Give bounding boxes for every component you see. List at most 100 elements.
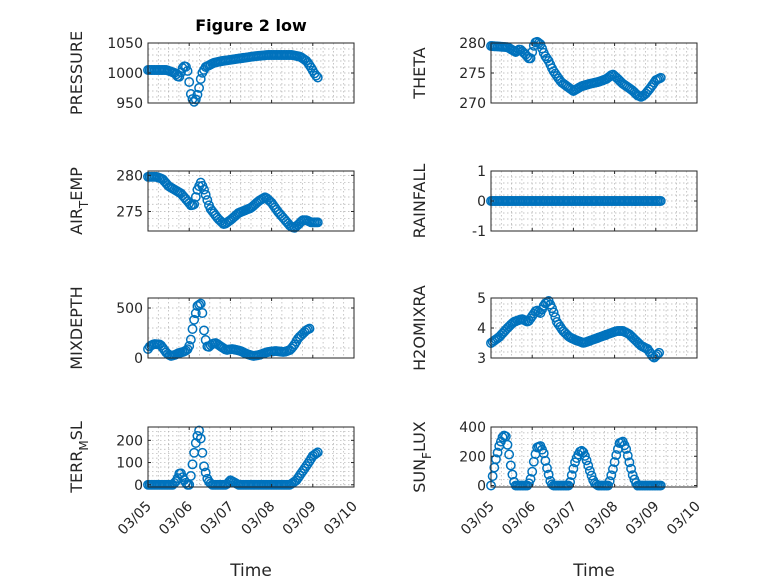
sun_flux-data-point [579, 450, 590, 461]
pressure-data-point [194, 82, 205, 93]
terr_msl-ytick-label: 100 [116, 456, 143, 472]
mixdepth-data-point [190, 308, 201, 319]
sun_flux-data-point [604, 476, 615, 487]
h2omixra-ytick-label: 5 [477, 291, 486, 307]
air_temp-ytick-label: 275 [116, 204, 143, 220]
h2omixra-data-point [528, 308, 539, 319]
terr_msl-data-point [199, 461, 209, 472]
theta-data-point [655, 72, 666, 83]
theta-data-point [525, 53, 536, 64]
mixdepth-data-point [304, 323, 315, 334]
sun_flux-data-point [606, 470, 617, 481]
theta-data-point [517, 46, 528, 57]
sun_flux-data-point [584, 465, 595, 476]
terr_msl-data-point [312, 447, 323, 458]
air_temp-data-point [200, 189, 211, 200]
theta-ytick-label: 270 [459, 96, 486, 112]
mixdepth-data-point [189, 314, 200, 325]
terr_msl-data-point [302, 458, 313, 469]
mixdepth-data-point [194, 299, 205, 310]
h2omixra-data-point [652, 349, 663, 360]
terr_msl-ytick-label: 0 [134, 478, 143, 494]
pressure-ytick-label: 950 [116, 96, 143, 112]
terr_msl-data-point [301, 461, 312, 472]
sun_flux-data-point [507, 469, 518, 480]
sun_flux-data-point [624, 457, 635, 468]
terr_msl-axes-box [147, 426, 355, 488]
sun_flux-data-point [609, 457, 620, 468]
terr_msl-data-point [184, 479, 195, 490]
h2omixra-data-point [548, 307, 559, 318]
pressure-data-point [302, 57, 313, 68]
theta-data-point [527, 47, 538, 57]
terr_msl-data-point [185, 470, 196, 481]
theta-y-axis-label: THETA [410, 47, 429, 99]
sun_flux-data-point [603, 480, 613, 491]
mixdepth-data-point [185, 334, 196, 345]
sun_flux-plot-area [491, 427, 697, 487]
h2omixra-ytick-label: 4 [477, 321, 486, 337]
panel-theta: 270 275 280 THETA [410, 36, 698, 112]
sun_flux-data-point [542, 463, 552, 474]
h2omixra-y-axis-label: H2OMIXRA [410, 285, 429, 371]
sun_flux-data-point [525, 474, 536, 484]
mixdepth-data-point [199, 325, 209, 336]
sun_flux-data-point [576, 445, 587, 456]
air_temp-ytick-label: 280 [116, 168, 143, 184]
theta-data-point [535, 39, 546, 50]
h2omixra-ytick-label: 3 [477, 351, 486, 367]
pressure-y-axis-label: PRESSURE [67, 31, 86, 115]
pressure-data-point [192, 89, 203, 100]
figure-title: Figure 2 low [195, 16, 307, 35]
pressure-data-point [182, 66, 193, 76]
sun_flux-data-point [611, 450, 622, 461]
panel-h2omixra: 3 4 5 H2OMIXRA [410, 285, 698, 371]
h2omixra-data-point [654, 347, 665, 358]
panel-rainfall: -1 0 1 RAINFALL [410, 164, 698, 240]
sun_flux-ytick-label: 400 [459, 420, 486, 436]
terr_msl-data-point [187, 459, 198, 470]
pressure-data-point [299, 54, 310, 65]
mixdepth-data-point [195, 298, 206, 309]
air_temp-data-point [312, 217, 323, 228]
panel-air_temp: 275 280 AIRTEMP [67, 167, 355, 235]
mixdepth-data-point [288, 341, 298, 352]
sun_flux-data-point [492, 447, 503, 458]
x-axis-label-left: Time [229, 561, 272, 581]
air_temp-data-point [189, 199, 200, 210]
air_temp-axes-box [147, 170, 355, 232]
pressure-data-point [195, 74, 206, 84]
sun_flux-data-point [581, 455, 592, 466]
pressure-data-point [184, 77, 195, 87]
pressure-ytick-label: 1000 [107, 66, 143, 82]
mixdepth-ytick-label: 0 [134, 351, 143, 367]
pressure-data-point [174, 71, 185, 82]
sun_flux-data-point [527, 466, 538, 477]
rainfall-ytick-label: 1 [477, 164, 486, 180]
x-axis-label-right: Time [572, 561, 615, 581]
terr_msl-data-point [195, 433, 206, 444]
sun_flux-data-point [543, 469, 554, 480]
sun_flux-axes-box [490, 426, 698, 488]
sun_flux-data-point [490, 454, 501, 465]
panel-mixdepth: 0 500 MIXDEPTH [67, 286, 355, 370]
sun_flux-data-point [504, 449, 515, 460]
theta-ytick-label: 275 [459, 66, 486, 82]
mixdepth-ytick-label: 500 [116, 301, 143, 317]
rainfall-ytick-label: -1 [472, 224, 486, 240]
rainfall-ytick-label: 0 [477, 194, 486, 210]
terr_msl-data-point [200, 467, 211, 478]
pressure-data-point [312, 72, 323, 83]
h2omixra-data-point [650, 351, 661, 361]
mixdepth-y-axis-label: MIXDEPTH [67, 286, 86, 369]
sun_flux-data-point [626, 463, 637, 474]
sun_flux-y-axis-label: SUNFLUX [410, 421, 434, 493]
sun_flux-data-point [505, 460, 516, 471]
h2omixra-plot-area [491, 298, 697, 358]
mixdepth-axes-box [147, 297, 355, 359]
pressure-data-point [311, 70, 322, 81]
sun_flux-data-point [622, 450, 633, 461]
rainfall-data-point [655, 196, 666, 206]
sun_flux-data-point [583, 460, 594, 471]
